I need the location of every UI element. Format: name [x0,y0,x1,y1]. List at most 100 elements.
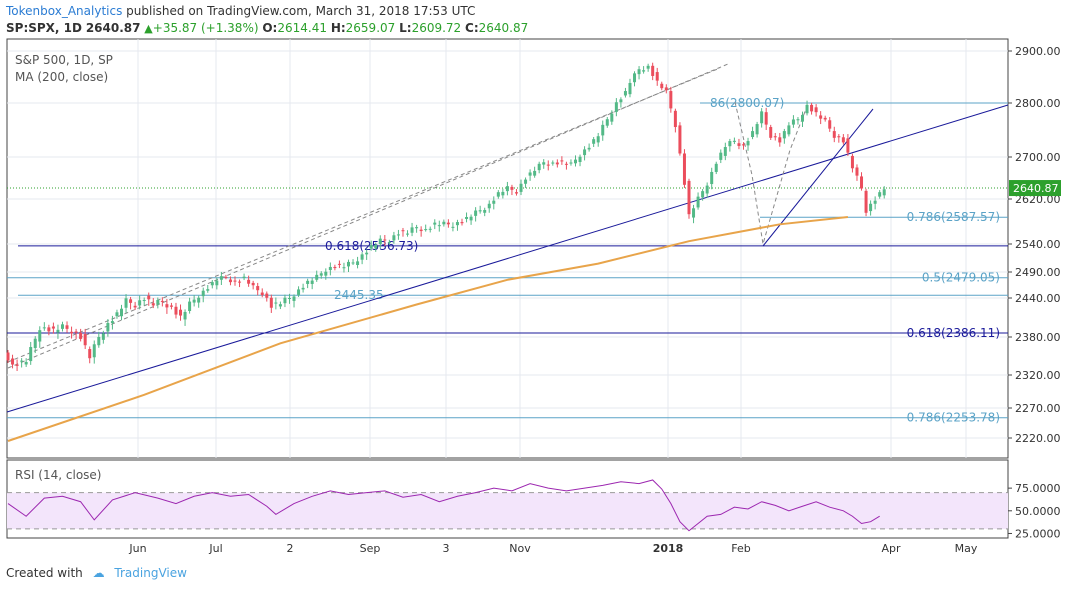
candle-body [415,227,419,229]
candle-body [837,136,841,138]
candle-body [796,119,800,121]
candle-body [174,306,178,315]
candle-body [483,209,487,213]
candle-body [392,235,396,241]
candle-body [110,321,114,324]
author-link[interactable]: Tokenbox_Analytics [6,4,123,18]
time-tick-label: May [955,542,978,555]
last-price: 2640.87 [85,21,141,35]
candle-body [578,156,582,162]
time-tick-label: Apr [881,542,901,555]
candle-body [755,124,759,135]
candle-body [156,299,160,305]
candle-body [787,125,791,135]
candle-body [823,117,827,120]
candle-body [383,239,387,241]
last-price-tag [1009,180,1061,197]
candle-body [419,229,423,232]
candle-body [764,112,768,125]
candle-body [401,230,405,232]
candle-body [791,119,795,125]
candle-body [133,305,137,308]
candle-body [551,162,555,164]
candle-body [673,110,677,128]
candle-body [29,347,33,362]
candle-body [719,152,723,160]
candle-body [424,229,428,231]
candle-body [165,304,169,308]
candle-body [701,191,705,198]
candle-body [728,141,732,147]
rsi-line [7,479,880,532]
candle-body [183,311,187,320]
candle-body [283,297,287,304]
candle-body [138,300,142,306]
candle-body [47,327,51,332]
candle-body [614,102,618,112]
candle-body [360,254,364,260]
candle-body [278,304,282,307]
candle-body [651,65,655,76]
candle-body [678,125,682,154]
candle-body [587,147,591,150]
candle-body [197,297,201,303]
price-chart[interactable]: 0.786(2587.57)0.618(2536.73)0.5(2479.05)… [0,0,1067,560]
candle-body [65,325,69,329]
candle-body [33,338,37,348]
candle-body [369,245,373,249]
ohlc-header: SP:SPX, 1D 2640.87 ▲+35.87 (+1.38%) O:26… [6,21,528,35]
candle-body [124,298,128,308]
candle-body [455,222,459,226]
candle-body [687,180,691,215]
candle-body [88,349,92,359]
candle-body [574,159,577,164]
time-tick-label: Jun [128,542,146,555]
last-price-tag-label: 2640.87 [1013,182,1059,195]
price-tick-label: 2440.00 [1015,292,1061,305]
candle-body [741,144,745,146]
candle-body [79,332,83,339]
candle-body [619,99,623,103]
time-tick-label: Jul [208,542,222,555]
candle-body [160,300,164,302]
fib-level-label: 2445.35 [334,288,384,302]
candle-body [846,138,850,153]
candle-body [274,302,278,304]
footer: Created with ☁ TradingView [6,566,187,580]
candle-body [592,139,596,144]
price-tick-label: 2220.00 [1015,432,1061,445]
candle-body [333,266,337,269]
candle-body [6,352,10,361]
candle-body [601,124,605,136]
candle-body [855,167,859,176]
candle-body [20,360,24,362]
candle-body [169,305,173,307]
fib-level-label: 0.5(2479.05) [922,271,1000,285]
price-tick-label: 2900.00 [1015,45,1061,58]
candle-body [537,163,541,171]
candle-body [324,271,328,276]
candle-body [646,65,650,69]
candle-body [442,221,446,225]
candle-body [478,210,482,212]
up-triangle-icon: ▲ [144,22,153,35]
tradingview-cloud-icon: ☁ [92,566,105,580]
candle-body [42,327,46,329]
candle-body [38,330,42,342]
time-tick-label: Feb [731,542,750,555]
candle-body [396,234,400,236]
candle-body [428,228,432,230]
candle-body [465,217,469,219]
ma200-line [7,216,849,442]
candle-body [596,136,600,143]
open-value: 2614.41 [277,21,327,35]
candle-body [101,333,105,340]
candle-body [437,225,441,227]
candle-body [519,183,523,192]
candle-body [751,131,755,138]
price-tick-label: 2800.00 [1015,97,1061,110]
candle-body [583,149,587,156]
tradingview-link[interactable]: TradingView [114,566,187,580]
candle-body [732,140,736,142]
candle-body [179,309,183,316]
